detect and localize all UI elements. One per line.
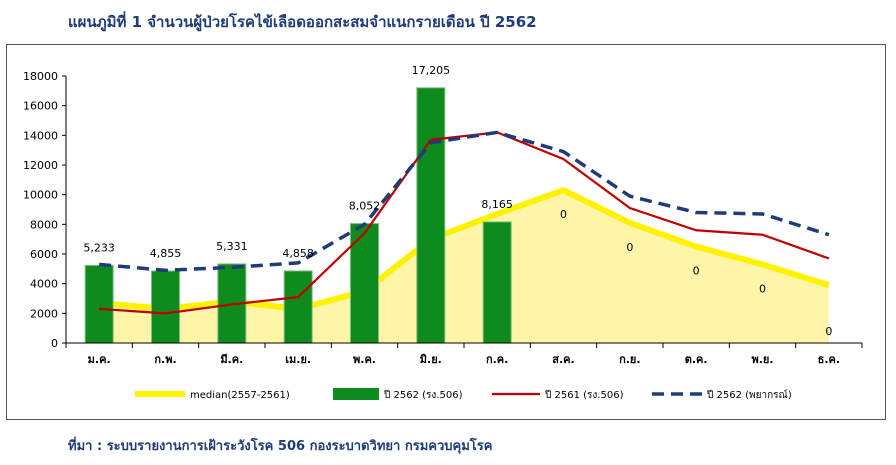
legend-label: median(2557-2561) [190,390,290,401]
x-tick-label: ธ.ค. [818,353,840,366]
data-label: 8,165 [481,198,513,211]
data-label: 0 [825,325,832,338]
legend-swatch-bar [333,388,379,400]
source-note: ที่มา : ระบบรายงานการเฝ้าระวังโรค 506 กอ… [68,439,493,454]
y-tick-label: 10000 [23,189,58,202]
y-tick-label: 16000 [23,100,58,113]
data-label: 8,052 [349,200,381,213]
bar-7 [482,221,512,344]
x-tick-label: ก.ค. [486,353,508,366]
line-2561 [99,131,830,315]
data-label: 0 [560,208,567,221]
y-tick-label: 14000 [23,129,58,142]
bar-6 [416,87,446,344]
y-tick-label: 4000 [30,278,58,291]
y-tick-label: 12000 [23,159,58,172]
legend-label: ปี 2562 (รง.506) [383,389,462,401]
x-tick-label: ต.ค. [685,353,708,366]
x-tick-label: พ.ย. [751,353,773,366]
legend-label: ปี 2562 (พยากรณ์) [706,389,791,401]
y-tick-label: 6000 [30,248,58,261]
bar-4 [283,270,313,344]
chart-title: แผนภูมิที่ 1 จำนวนผู้ป่วยโรคไข้เลือดออกส… [68,13,537,31]
bar-2 [151,270,180,344]
x-tick-label: ส.ค. [552,353,574,366]
data-label: 4,858 [282,247,314,260]
x-tick-label: ม.ค. [88,353,111,366]
chart-svg: 5,233 4,855 5,331 4,858 8,052 17,205 8,165 0 0 0 0… [23,64,863,401]
bar-1 [84,264,114,344]
x-tick-label: ก.ย. [619,353,640,366]
x-tick-label: มิ.ย. [420,353,442,366]
median-area [99,190,829,343]
x-tick-label: มี.ค. [220,353,243,366]
x-tick-label: เม.ย. [285,353,311,366]
x-tick-label: พ.ค. [353,353,376,366]
data-label: 0 [759,282,766,295]
data-label: 4,855 [150,247,182,260]
y-tick-label: 2000 [30,307,58,320]
y-tick-label: 8000 [30,218,58,231]
x-tick-label: ก.พ. [154,353,176,366]
y-tick-label: 0 [51,337,58,350]
line-forecast [99,130,830,273]
y-tick-label: 18000 [23,70,58,83]
data-label: 5,233 [83,241,115,254]
data-label: 17,205 [412,64,451,77]
chart-frame [6,44,886,420]
data-label: 0 [626,241,633,254]
data-label: 5,331 [216,240,248,253]
data-label: 0 [693,265,700,278]
legend-label: ปี 2561 (รง.506) [544,389,623,401]
